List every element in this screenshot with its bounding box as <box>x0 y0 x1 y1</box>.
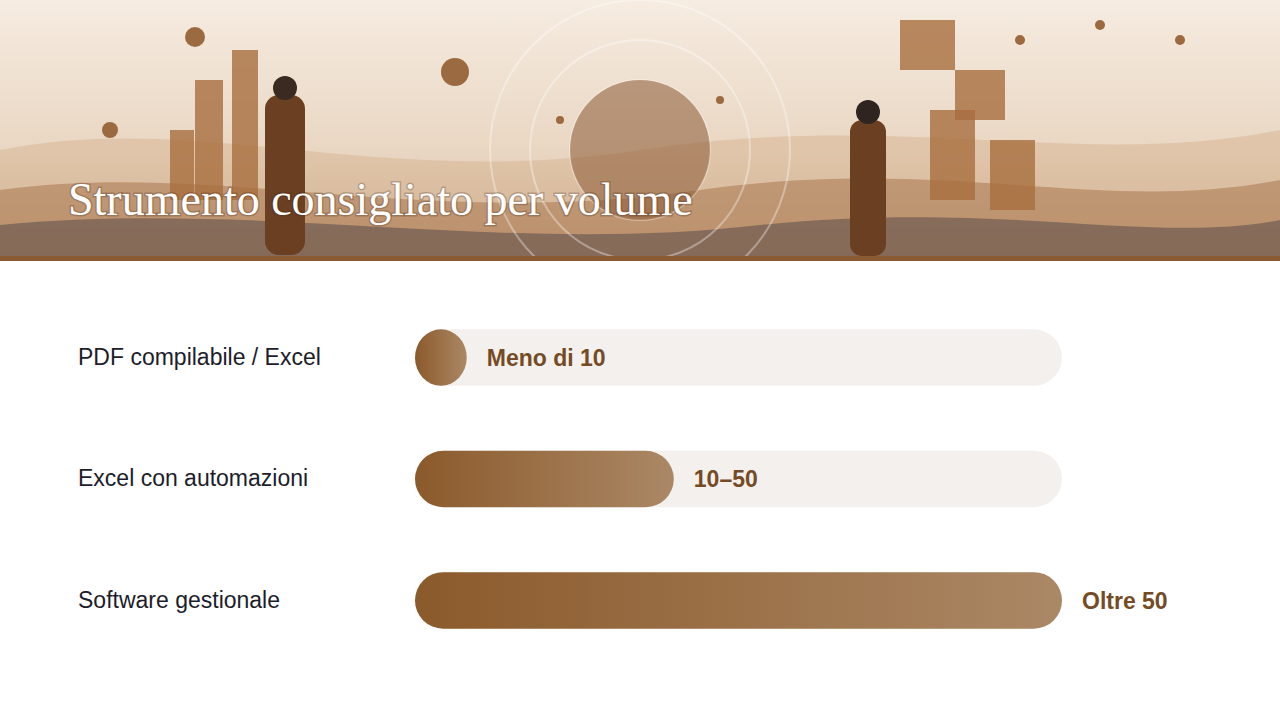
data-label: 10–50 <box>694 466 758 492</box>
y-tick-label: Software gestionale <box>78 587 280 613</box>
banner-rule <box>0 256 1280 261</box>
banner-dot <box>102 122 118 138</box>
banner-ring <box>530 40 750 260</box>
banner-dot <box>1175 35 1185 45</box>
banner-dot <box>716 96 724 104</box>
data-labels: Meno di 10 10–50 Oltre 50 <box>487 345 1168 614</box>
bar-track <box>415 329 1062 385</box>
banner-dot <box>185 27 205 47</box>
banner-figure <box>273 76 297 100</box>
banner-dot <box>1095 20 1105 30</box>
y-tick: Software gestionale <box>78 587 280 613</box>
banner-figure <box>856 100 880 124</box>
bar <box>415 572 1062 628</box>
banner-dot <box>556 116 564 124</box>
banner-dot <box>441 58 469 86</box>
bars <box>415 329 1062 628</box>
tracks <box>415 329 1062 628</box>
y-tick-label: Excel con automazioni <box>78 465 308 491</box>
banner-block <box>900 20 955 70</box>
banner: Strumento consigliato per volume <box>0 0 1280 300</box>
bar <box>415 329 467 385</box>
y-tick-label: PDF compilabile / Excel <box>78 344 321 370</box>
banner-block <box>930 110 975 200</box>
data-label: Meno di 10 <box>487 345 606 371</box>
bar-track <box>415 572 1062 628</box>
banner-ring <box>490 0 790 300</box>
chart-svg: Strumento consigliato per volume PDF comp… <box>0 0 1280 720</box>
y-tick: PDF compilabile / Excel <box>78 344 321 370</box>
y-axis: PDF compilabile / Excel Excel con automaz… <box>78 306 321 654</box>
bar <box>415 451 674 507</box>
y-tick: Excel con automazioni <box>78 465 308 491</box>
chart-root: Strumento consigliato per volume PDF comp… <box>0 0 1280 720</box>
data-label: Oltre 50 <box>1082 588 1168 614</box>
banner-bg <box>0 0 1280 256</box>
banner-dot <box>1015 35 1025 45</box>
chart-title: Strumento consigliato per volume <box>68 174 693 225</box>
bar-track <box>415 451 1062 507</box>
banner-figure <box>850 120 886 256</box>
banner-block <box>990 140 1035 210</box>
